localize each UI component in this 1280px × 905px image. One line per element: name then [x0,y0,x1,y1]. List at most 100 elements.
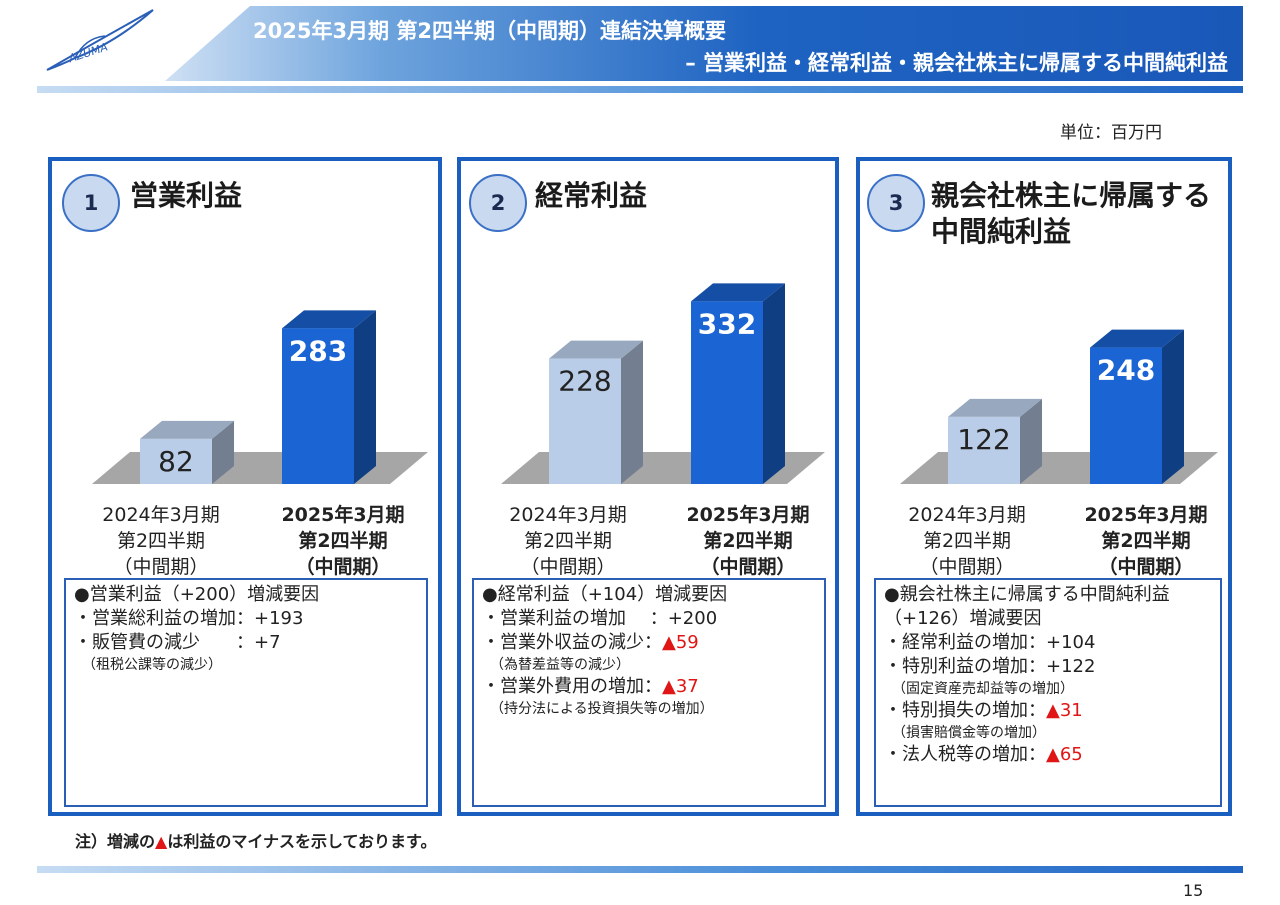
notes-box: ●営業利益（+200）増減要因 ・営業総利益の増加：+193 ・販管費の減少 ：… [64,578,428,807]
x-label-line: 2025年3月期 [1084,504,1208,526]
bar-side [1020,398,1042,484]
panel-ordinary-profit: 2 経常利益 228 332 2024年3月期 第2四半期 （中間期） 2025年… [457,157,839,816]
x-label-line: （中間期） [113,556,209,578]
x-label-line: （中間期） [295,556,391,578]
negative-value: ▲65 [1046,744,1083,765]
x-label-line: 2024年3月期 [908,504,1026,526]
page-subtitle: – 営業利益・経常利益・親会社株主に帰属する中間純利益 [685,51,1228,75]
x-label-line: 2024年3月期 [102,504,220,526]
x-label-prev: 2024年3月期 第2四半期 （中間期） [882,502,1052,580]
unit-label: 単位：百万円 [1060,123,1162,143]
bar-front [282,328,354,484]
x-label-line: （中間期） [700,556,796,578]
azuma-logo: AZUMA [46,9,154,71]
bar-chart: 122 248 [900,329,1218,484]
footnote-suffix: は利益のマイナスを示しております。 [167,832,437,851]
x-label-prev: 2024年3月期 第2四半期 （中間期） [76,502,246,580]
x-label-line: 第2四半期 [922,530,1012,552]
bar-side [354,310,376,484]
bar-side [1162,329,1184,484]
bar-prev-year: 122 [948,398,1042,484]
header-divider [37,86,1243,93]
notes-box: ●親会社株主に帰属する中間純利益 （+126）増減要因 ・経常利益の増加：+10… [874,578,1222,807]
panel-number-badge: 2 [469,174,527,232]
x-label-line: （中間期） [1098,556,1194,578]
bar-current-year: 248 [1090,329,1184,484]
x-label-line: 第2四半期 [703,530,793,552]
panel-title-line2: 中間純利益 [931,215,1072,248]
panel-title-line1: 経常利益 [535,179,648,212]
x-label-line: 2025年3月期 [281,504,405,526]
bar-top [282,310,376,329]
note-text: ・営業外費用の増加： [482,676,662,697]
negative-value: ▲37 [662,676,699,697]
x-label-curr: 2025年3月期 第2四半期 （中間期） [665,502,831,580]
bar-prev-year: 228 [549,340,643,484]
note-detail: （損害賠償金等の増加） [892,725,1046,741]
note-line: ・営業総利益の増加：+193 [74,608,304,629]
x-label-line: （中間期） [520,556,616,578]
x-label-curr: 2025年3月期 第2四半期 （中間期） [1063,502,1229,580]
note-line: ・経常利益の増加：+104 [884,632,1096,653]
bar-side [621,340,643,484]
note-detail: （租税公課等の減少） [82,657,222,673]
panel-net-income: 3 親会社株主に帰属する 中間純利益 122 248 2024年3月期 第2四半期… [856,157,1232,816]
panel-title: 親会社株主に帰属する 中間純利益 [931,178,1211,250]
panel-title: 経常利益 [535,178,647,214]
note-line: ・特別損失の増加：▲31 [884,699,1212,723]
bar-side [763,283,785,484]
bar-top [140,420,234,439]
bar-front [140,438,212,484]
bar-front [948,416,1020,484]
bar-front [1090,347,1162,484]
footnote-prefix: 注）増減の [75,832,156,851]
bar-top [691,283,785,302]
bar-value-label: 122 [957,423,1010,456]
x-label-line: 第2四半期 [523,530,613,552]
notes-box: ●経常利益（+104）増減要因 ・営業利益の増加 ：+200 ・営業外収益の減少… [472,578,826,807]
bar-value-label: 228 [558,365,611,398]
bar-top [1090,329,1184,348]
x-label-line: 第2四半期 [116,530,206,552]
negative-triangle: ▲ [155,832,168,851]
bar-current-year: 283 [282,310,376,484]
note-line: ・法人税等の増加：▲65 [884,743,1212,767]
note-text: ・法人税等の増加： [884,744,1046,765]
bar-front [549,358,621,484]
x-label-line: （中間期） [919,556,1015,578]
note-line: ・営業外収益の減少：▲59 [482,631,816,655]
bar-value-label: 283 [289,334,347,367]
x-label-prev: 2024年3月期 第2四半期 （中間期） [483,502,653,580]
note-line: ●営業利益（+200）増減要因 [74,584,320,605]
note-detail: （持分法による投資損失等の増加） [490,701,714,717]
bar-chart: 228 332 [501,283,825,484]
bar-side [212,420,234,484]
note-line: ・販管費の減少 ：+7 [74,632,281,653]
bar-prev-year: 82 [140,420,234,484]
note-detail: （為替差益等の減少） [490,657,630,673]
svg-text:AZUMA: AZUMA [66,40,109,65]
bar-top [549,340,643,359]
x-label-curr: 2025年3月期 第2四半期 （中間期） [260,502,426,580]
x-label-line: 2025年3月期 [686,504,810,526]
bar-front [691,301,763,484]
footer-divider [37,866,1243,873]
x-label-line: 2024年3月期 [509,504,627,526]
note-line: （+126）増減要因 [884,608,1042,629]
x-label-line: 第2四半期 [1101,530,1191,552]
bar-current-year: 332 [691,283,785,484]
panel-title: 営業利益 [130,178,242,214]
page-title: 2025年3月期 第2四半期（中間期）連結決算概要 [253,19,726,43]
panel-title-line1: 営業利益 [130,179,243,212]
note-line: ・特別利益の増加：+122 [884,656,1096,677]
bar-top [948,398,1042,417]
page-number: 15 [1183,881,1204,900]
note-line: ・営業利益の増加 ：+200 [482,608,718,629]
negative-value: ▲59 [662,632,699,653]
panel-title-line1: 親会社株主に帰属する [931,179,1212,212]
note-line: ・営業外費用の増加：▲37 [482,675,816,699]
header-banner [165,6,1243,81]
panel-number-badge: 3 [867,174,925,232]
panel-number-badge: 1 [62,174,120,232]
footnote: 注）増減の▲は利益のマイナスを示しております。 [75,828,436,852]
